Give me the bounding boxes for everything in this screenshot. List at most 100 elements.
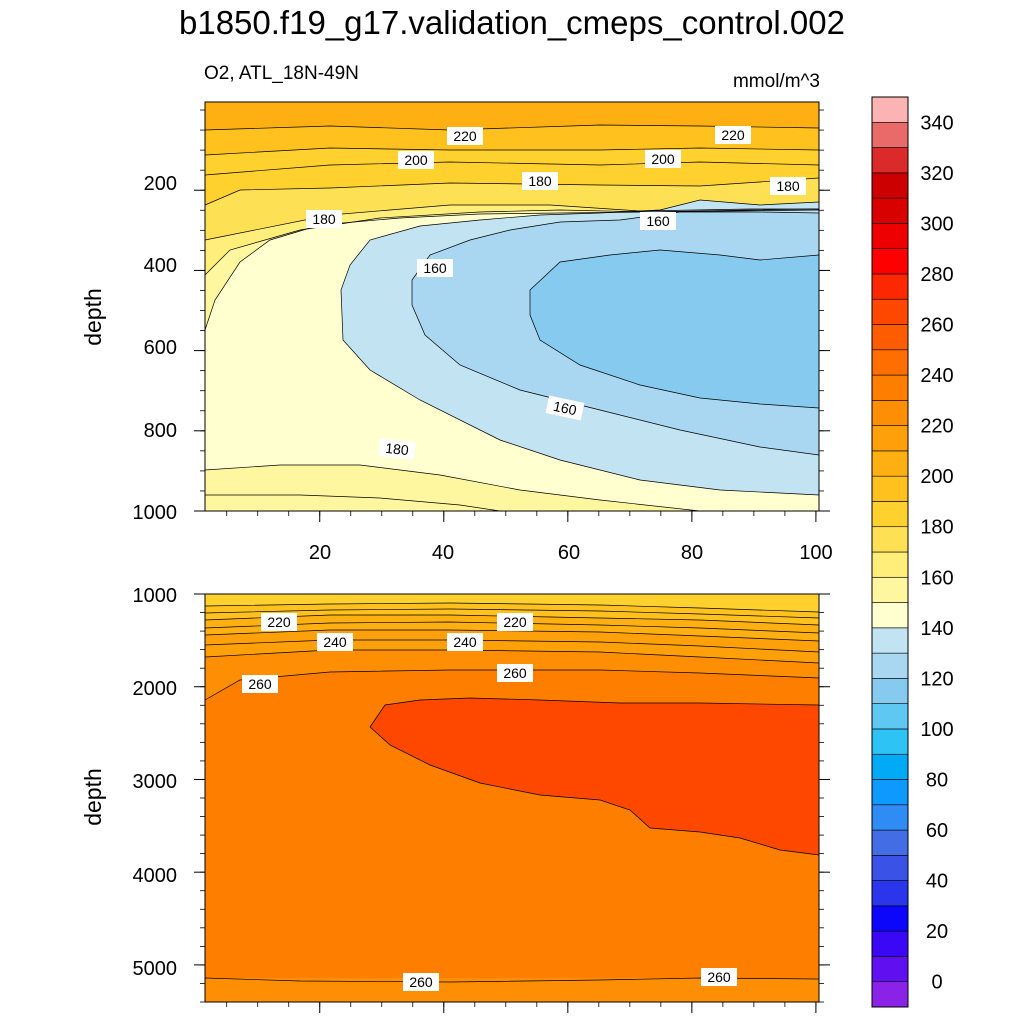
colorbar-tick-label: 120 bbox=[920, 668, 953, 690]
colorbar-swatch bbox=[871, 298, 909, 325]
contour-label-bg bbox=[545, 395, 585, 421]
y-axis-title: depth bbox=[80, 768, 106, 826]
x-tick-label: 20 bbox=[309, 542, 331, 564]
contour-label: 180 bbox=[528, 173, 552, 189]
contour-label: 220 bbox=[503, 614, 527, 630]
colorbar-tick-label: 260 bbox=[920, 315, 953, 337]
x-tick-label: 40 bbox=[432, 542, 454, 564]
colorbar-swatch bbox=[871, 374, 909, 401]
colorbar: 0 20 40 60 80 100 120 140 160 180 200 220 240 260 280 3… bbox=[871, 96, 954, 1008]
y-axis-title: depth bbox=[80, 288, 106, 346]
colorbar-swatch bbox=[871, 475, 909, 502]
contour-label-bg bbox=[417, 259, 453, 277]
contour-label: 200 bbox=[404, 152, 428, 168]
band-230 bbox=[205, 102, 819, 130]
contour-label-bg bbox=[645, 150, 681, 168]
band-190 bbox=[205, 178, 819, 240]
colorbar-tick-label: 40 bbox=[926, 871, 948, 893]
colorbar-tick-label: 280 bbox=[920, 264, 953, 286]
contour-label-bg bbox=[770, 177, 806, 195]
contour-label-rotated: 180 bbox=[378, 438, 416, 460]
contour-label: 240 bbox=[453, 634, 477, 650]
contour-label-bg bbox=[522, 172, 558, 190]
upper-plot-frame bbox=[204, 101, 820, 512]
colorbar-tick-label: 140 bbox=[920, 618, 953, 640]
colorbar-tick-label: 0 bbox=[931, 972, 942, 994]
upper-panel: O2, ATL_18N-49N mmol/m^3 bbox=[80, 63, 833, 564]
contour-label: 160 bbox=[552, 398, 578, 419]
colorbar-swatch bbox=[871, 96, 909, 123]
colorbar-tick-label: 300 bbox=[920, 213, 953, 235]
contour-label-bg bbox=[497, 613, 533, 631]
band-250 bbox=[205, 650, 819, 700]
lower-panel: 220 220 240 240 260 260 260 260 1000 200… bbox=[80, 585, 830, 1013]
colorbar-swatch bbox=[871, 855, 909, 881]
contour-label: 260 bbox=[409, 974, 433, 990]
contour-label-rotated: 160 bbox=[545, 395, 585, 421]
colorbar-swatch bbox=[871, 753, 909, 780]
contour-label: 180 bbox=[312, 211, 336, 227]
contour-label: 240 bbox=[323, 634, 347, 650]
contour-label: 160 bbox=[423, 260, 447, 276]
colorbar-swatch bbox=[871, 728, 909, 755]
colorbar-tick-label: 80 bbox=[926, 770, 948, 792]
colorbar-swatch bbox=[871, 576, 909, 603]
y-tick-label: 200 bbox=[144, 173, 177, 195]
contour-label: 180 bbox=[385, 440, 410, 458]
y-tick-label: 1000 bbox=[133, 585, 178, 607]
contour-label-bg bbox=[497, 664, 533, 682]
contour-label: 260 bbox=[248, 676, 272, 692]
colorbar-tick-label: 180 bbox=[920, 517, 953, 539]
y-tick-label: 3000 bbox=[133, 771, 178, 793]
x-tick-label: 100 bbox=[799, 542, 832, 564]
contour-label-bg bbox=[447, 127, 483, 145]
colorbar-swatch bbox=[871, 147, 909, 174]
contour-label: 220 bbox=[721, 127, 745, 143]
colorbar-tick-label: 240 bbox=[920, 365, 953, 387]
contour-label-bg bbox=[447, 633, 483, 651]
y-tick-label: 800 bbox=[144, 420, 177, 442]
colorbar-swatch bbox=[871, 121, 909, 148]
contour-label: 160 bbox=[646, 213, 670, 229]
colorbar-swatch bbox=[871, 197, 909, 224]
y-tick-label: 4000 bbox=[133, 865, 178, 887]
colorbar-swatch bbox=[871, 349, 909, 376]
contour-label: 200 bbox=[651, 151, 675, 167]
colorbar-swatch bbox=[871, 450, 909, 477]
x-tick-label: 80 bbox=[681, 542, 703, 564]
contour-label: 220 bbox=[453, 128, 477, 144]
colorbar-tick-label: 220 bbox=[920, 416, 953, 438]
chart-title: b1850.f19_g17.validation_cmeps_control.0… bbox=[179, 4, 845, 41]
colorbar-swatch bbox=[871, 779, 909, 806]
band-220 bbox=[205, 125, 819, 155]
colorbar-swatch bbox=[871, 425, 909, 452]
upper-ticks bbox=[194, 109, 830, 522]
colorbar-swatch bbox=[871, 930, 909, 957]
contour-label: 180 bbox=[776, 178, 800, 194]
colorbar-swatch bbox=[871, 551, 909, 578]
contour-label-bg bbox=[398, 151, 434, 169]
colorbar-swatch bbox=[871, 223, 909, 249]
colorbar-tick-label: 320 bbox=[920, 163, 953, 185]
contour-label-bg bbox=[261, 613, 297, 631]
colorbar-swatch bbox=[871, 324, 909, 351]
variable-label: O2, ATL_18N-49N bbox=[204, 63, 359, 84]
colorbar-frame bbox=[871, 96, 909, 1008]
colorbar-swatch bbox=[871, 526, 909, 553]
y-tick-label: 2000 bbox=[133, 678, 178, 700]
contour-label-bg bbox=[640, 212, 676, 230]
band-230 bbox=[205, 630, 819, 663]
colorbar-swatch bbox=[871, 400, 909, 426]
band-140 bbox=[530, 250, 819, 408]
colorbar-swatches bbox=[871, 96, 909, 1008]
x-tick-label: 60 bbox=[558, 542, 580, 564]
colorbar-tick-label: 340 bbox=[920, 112, 953, 134]
y-tick-label: 600 bbox=[144, 337, 177, 359]
contour-label-bg bbox=[317, 633, 353, 651]
contour-label: 260 bbox=[503, 665, 527, 681]
colorbar-tick-label: 160 bbox=[920, 567, 953, 589]
upper-contour-labels: 220 220 200 200 180 180 180 160 160 160 … bbox=[306, 126, 806, 460]
colorbar-tick-label: 60 bbox=[926, 820, 948, 842]
y-tick-label: 400 bbox=[144, 255, 177, 277]
